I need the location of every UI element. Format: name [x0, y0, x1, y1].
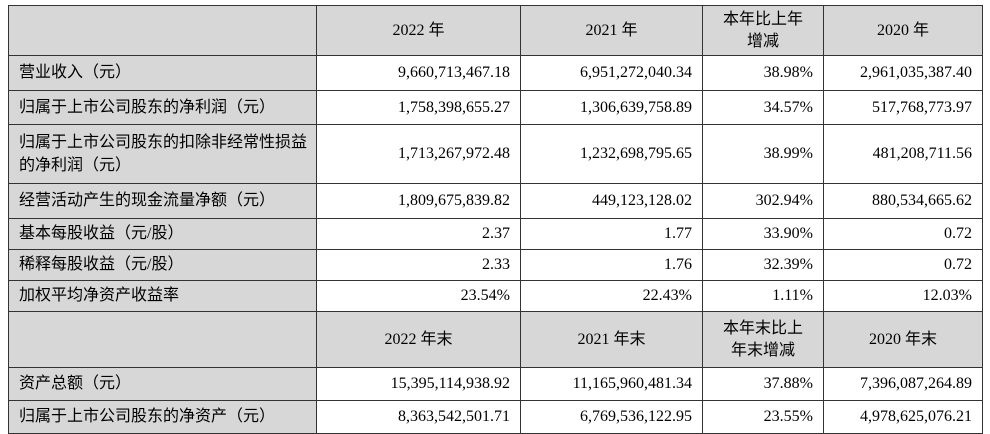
table-row-basic-eps: 基本每股收益（元/股） 2.37 1.77 33.90% 0.72	[8, 218, 983, 250]
value-2021: 22.43%	[520, 280, 703, 312]
table-row-revenue: 营业收入（元） 9,660,713,467.18 6,951,272,040.3…	[8, 55, 983, 91]
value-2020: 880,534,665.62	[823, 183, 983, 219]
period-end-header-row: 2022 年末 2021 年末 本年末比上 年末增减 2020 年末	[8, 311, 983, 368]
row-label: 稀释每股收益（元/股）	[8, 249, 317, 281]
value-2022: 1,809,675,839.82	[316, 183, 521, 219]
table-row-weighted-avg-roe: 加权平均净资产收益率 23.54% 22.43% 1.11% 12.03%	[8, 280, 983, 312]
row-label: 基本每股收益（元/股）	[8, 218, 317, 250]
table-row-total-assets: 资产总额（元） 15,395,114,938.92 11,165,960,481…	[8, 367, 983, 401]
period-end-header-change: 本年末比上 年末增减	[702, 311, 824, 368]
annual-header-row: 2022 年 2021 年 本年比上年 增减 2020 年	[8, 5, 983, 56]
row-label: 加权平均净资产收益率	[8, 280, 317, 312]
annual-header-2021: 2021 年	[520, 5, 703, 56]
value-change: 23.55%	[702, 400, 824, 434]
value-change: 37.88%	[702, 367, 824, 401]
value-2022: 1,713,267,972.48	[316, 124, 521, 184]
table-row-net-profit: 归属于上市公司股东的净利润（元） 1,758,398,655.27 1,306,…	[8, 90, 983, 125]
value-change: 33.90%	[702, 218, 824, 250]
row-label: 资产总额（元）	[8, 367, 317, 401]
value-2022: 23.54%	[316, 280, 521, 312]
value-2020: 4,978,625,076.21	[823, 400, 983, 434]
value-2020: 2,961,035,387.40	[823, 55, 983, 91]
table-row-net-profit-deducted: 归属于上市公司股东的扣除非经常性损益的净利润（元） 1,713,267,972.…	[8, 124, 983, 184]
value-2020: 7,396,087,264.89	[823, 367, 983, 401]
value-2021: 449,123,128.02	[520, 183, 703, 219]
row-label: 归属于上市公司股东的净利润（元）	[8, 90, 317, 125]
value-2020: 481,208,711.56	[823, 124, 983, 184]
value-2022: 9,660,713,467.18	[316, 55, 521, 91]
value-2022: 2.37	[316, 218, 521, 250]
table-row-diluted-eps: 稀释每股收益（元/股） 2.33 1.76 32.39% 0.72	[8, 249, 983, 281]
value-2022: 15,395,114,938.92	[316, 367, 521, 401]
value-2020: 12.03%	[823, 280, 983, 312]
value-2020: 517,768,773.97	[823, 90, 983, 125]
value-change: 32.39%	[702, 249, 824, 281]
row-label: 归属于上市公司股东的净资产（元）	[8, 400, 317, 434]
value-change: 302.94%	[702, 183, 824, 219]
value-2021: 1.76	[520, 249, 703, 281]
value-2022: 1,758,398,655.27	[316, 90, 521, 125]
value-2021: 11,165,960,481.34	[520, 367, 703, 401]
row-label: 归属于上市公司股东的扣除非经常性损益的净利润（元）	[8, 124, 317, 184]
value-change: 34.57%	[702, 90, 824, 125]
value-change: 38.98%	[702, 55, 824, 91]
annual-header-2020: 2020 年	[823, 5, 983, 56]
period-end-header-blank	[8, 311, 317, 368]
value-2022: 8,363,542,501.71	[316, 400, 521, 434]
value-2020: 0.72	[823, 218, 983, 250]
value-change: 1.11%	[702, 280, 824, 312]
value-2021: 1,306,639,758.89	[520, 90, 703, 125]
period-end-header-2021: 2021 年末	[520, 311, 703, 368]
value-2022: 2.33	[316, 249, 521, 281]
row-label: 营业收入（元）	[8, 55, 317, 91]
annual-header-change: 本年比上年 增减	[702, 5, 824, 56]
table-row-operating-cash-flow: 经营活动产生的现金流量净额（元） 1,809,675,839.82 449,12…	[8, 183, 983, 219]
annual-header-blank	[8, 5, 317, 56]
period-end-header-2020: 2020 年末	[823, 311, 983, 368]
value-2021: 1.77	[520, 218, 703, 250]
annual-header-2022: 2022 年	[316, 5, 521, 56]
value-2021: 1,232,698,795.65	[520, 124, 703, 184]
row-label: 经营活动产生的现金流量净额（元）	[8, 183, 317, 219]
value-2021: 6,951,272,040.34	[520, 55, 703, 91]
value-2021: 6,769,536,122.95	[520, 400, 703, 434]
value-2020: 0.72	[823, 249, 983, 281]
table-row-net-assets: 归属于上市公司股东的净资产（元） 8,363,542,501.71 6,769,…	[8, 400, 983, 434]
financial-summary-table: 2022 年 2021 年 本年比上年 增减 2020 年 营业收入（元） 9,…	[8, 5, 983, 434]
value-change: 38.99%	[702, 124, 824, 184]
period-end-header-2022: 2022 年末	[316, 311, 521, 368]
